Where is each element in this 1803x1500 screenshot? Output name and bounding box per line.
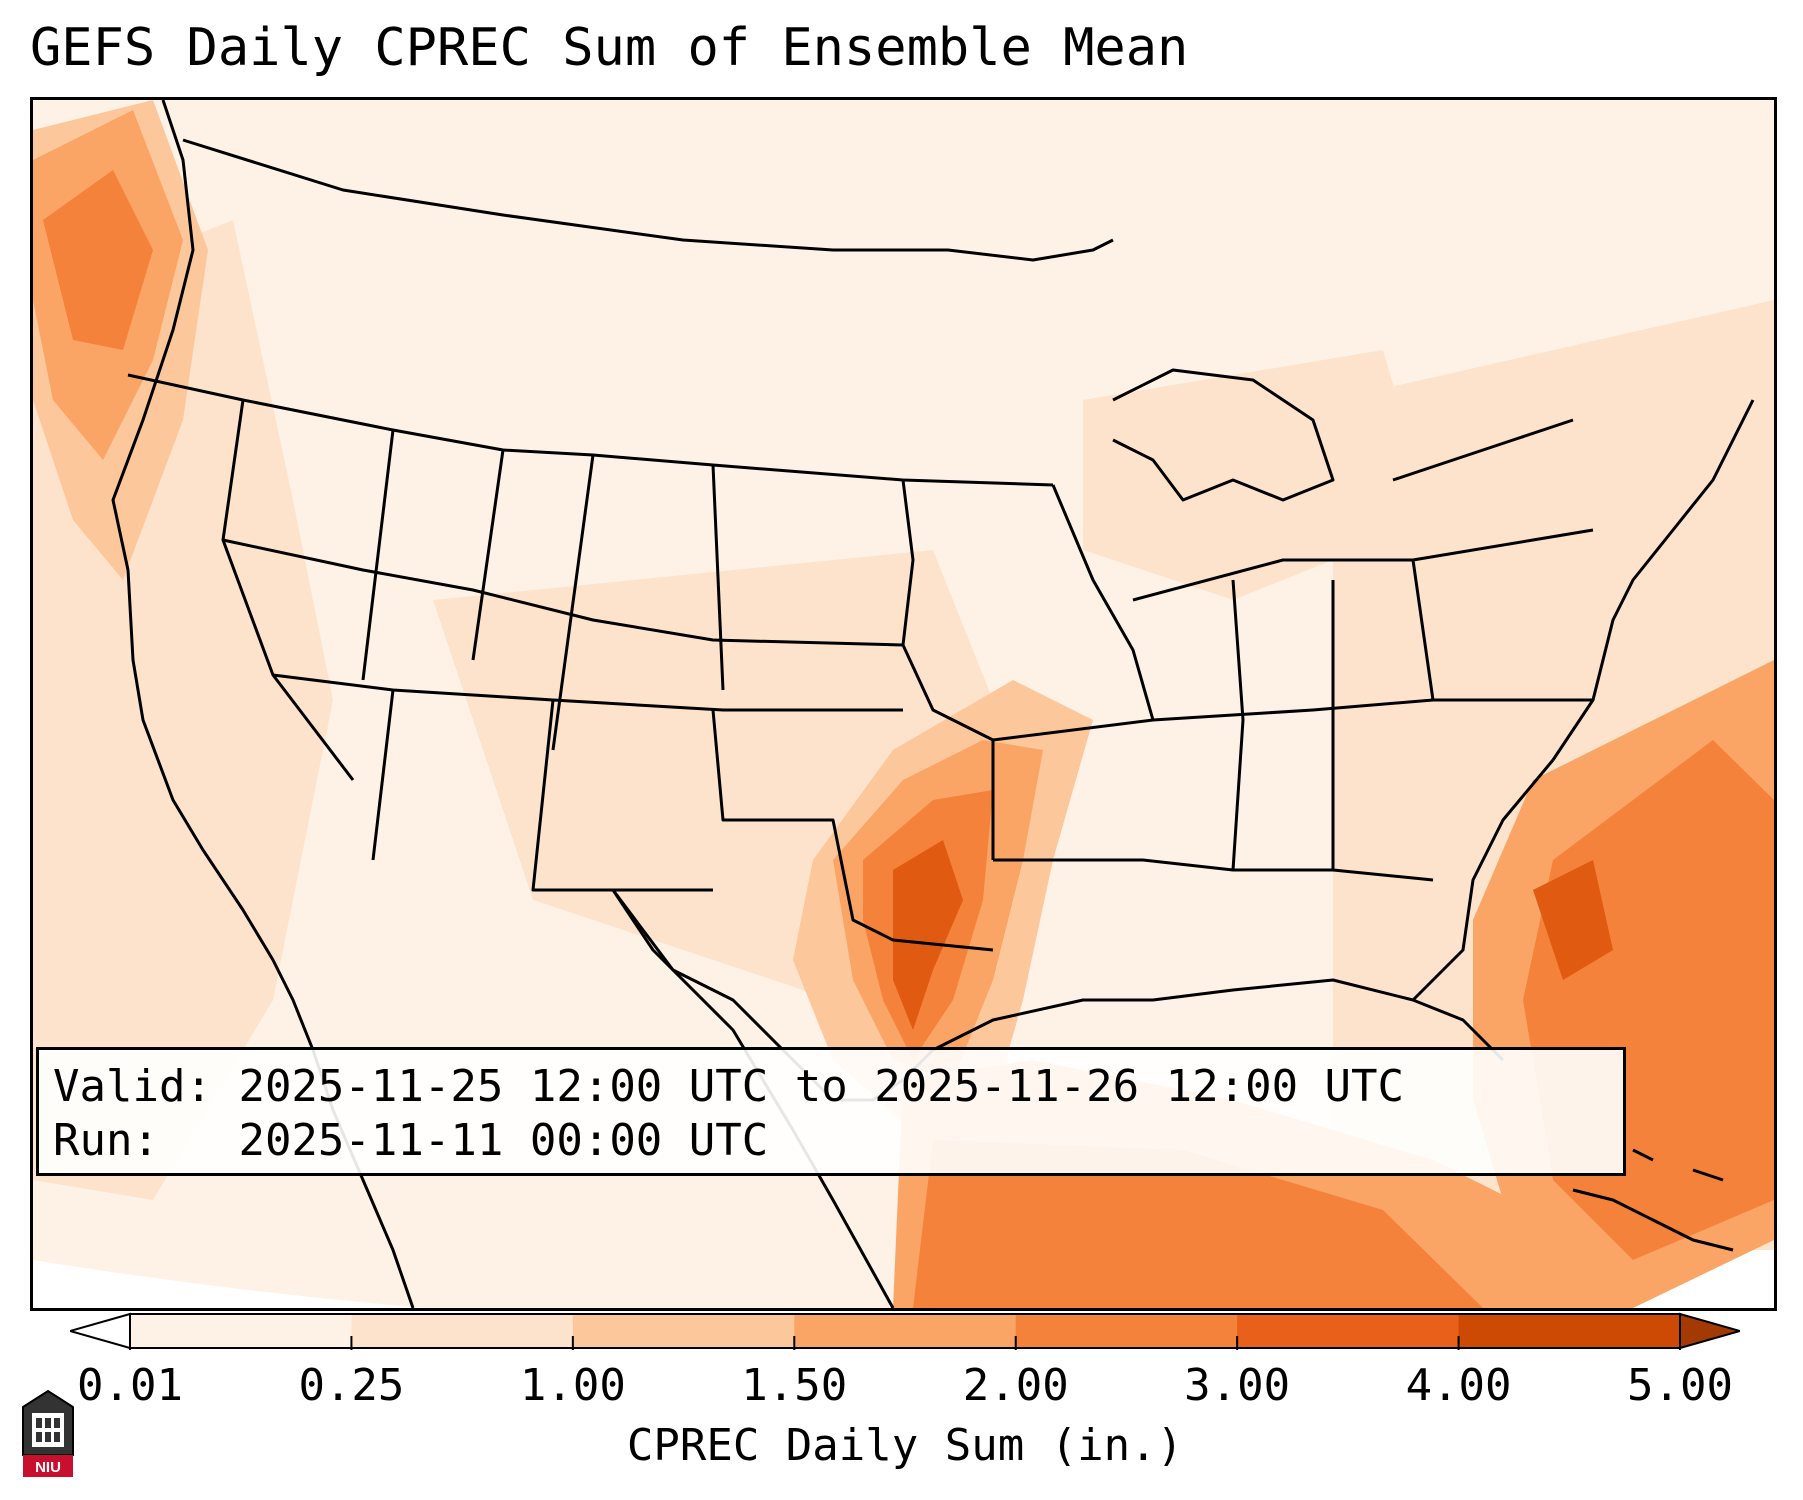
colorbar-extend-high bbox=[1679, 1312, 1740, 1350]
run-value: 2025-11-11 00:00 UTC bbox=[238, 1115, 769, 1166]
colorbar-segment bbox=[1015, 1314, 1238, 1348]
valid-run-info-box: Valid: 2025-11-25 12:00 UTC to 2025-11-2… bbox=[36, 1047, 1626, 1176]
colorbar-extend-low bbox=[70, 1312, 131, 1350]
logo-text: NIU bbox=[35, 1459, 61, 1476]
precip-pacific-band bbox=[33, 100, 208, 580]
colorbar-segment bbox=[572, 1314, 795, 1348]
colorbar-graphic bbox=[70, 1312, 1740, 1350]
precip-southern-plains bbox=[793, 680, 1093, 1140]
colorbar-segment bbox=[1458, 1314, 1681, 1348]
niu-logo: NIU bbox=[18, 1385, 78, 1480]
colorbar-tick-label: 0.25 bbox=[298, 1360, 405, 1411]
colorbar bbox=[70, 1312, 1740, 1350]
colorbar-tick-label: 5.00 bbox=[1627, 1360, 1733, 1411]
run-label: Run: bbox=[53, 1115, 159, 1166]
colorbar-tick-label: 2.00 bbox=[962, 1360, 1069, 1411]
colorbar-tick-label: 4.00 bbox=[1405, 1360, 1512, 1411]
map-title: GEFS Daily CPREC Sum of Ensemble Mean bbox=[30, 18, 1189, 78]
colorbar-tick-label: 1.00 bbox=[519, 1360, 626, 1411]
valid-value: 2025-11-25 12:00 UTC to 2025-11-26 12:00… bbox=[238, 1061, 1405, 1112]
colorbar-tick-label: 1.50 bbox=[741, 1360, 848, 1411]
colorbar-label: CPREC Daily Sum (in.) bbox=[626, 1420, 1184, 1471]
university-logo-icon: NIU bbox=[22, 1389, 74, 1477]
colorbar-tick-label: 3.00 bbox=[1184, 1360, 1291, 1411]
valid-label: Valid: bbox=[53, 1061, 212, 1112]
colorbar-segment bbox=[794, 1314, 1017, 1348]
colorbar-segment bbox=[130, 1314, 352, 1348]
colorbar-border bbox=[129, 1313, 1681, 1349]
colorbar-tick-label: 0.01 bbox=[77, 1360, 183, 1411]
colorbar-segment bbox=[1237, 1314, 1460, 1348]
colorbar-segment bbox=[351, 1314, 574, 1348]
